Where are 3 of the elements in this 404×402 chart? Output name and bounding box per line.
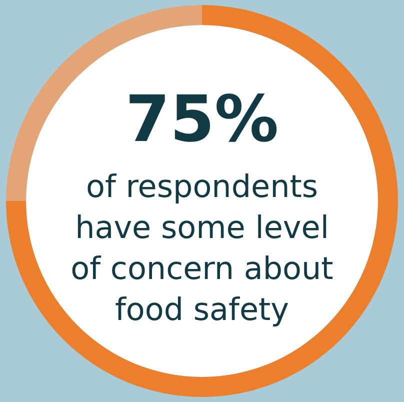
- donut-slice: [6, 5, 398, 397]
- text: 75%: [125, 83, 279, 157]
- text: of respondents have some level of concern about food safety: [70, 169, 334, 328]
